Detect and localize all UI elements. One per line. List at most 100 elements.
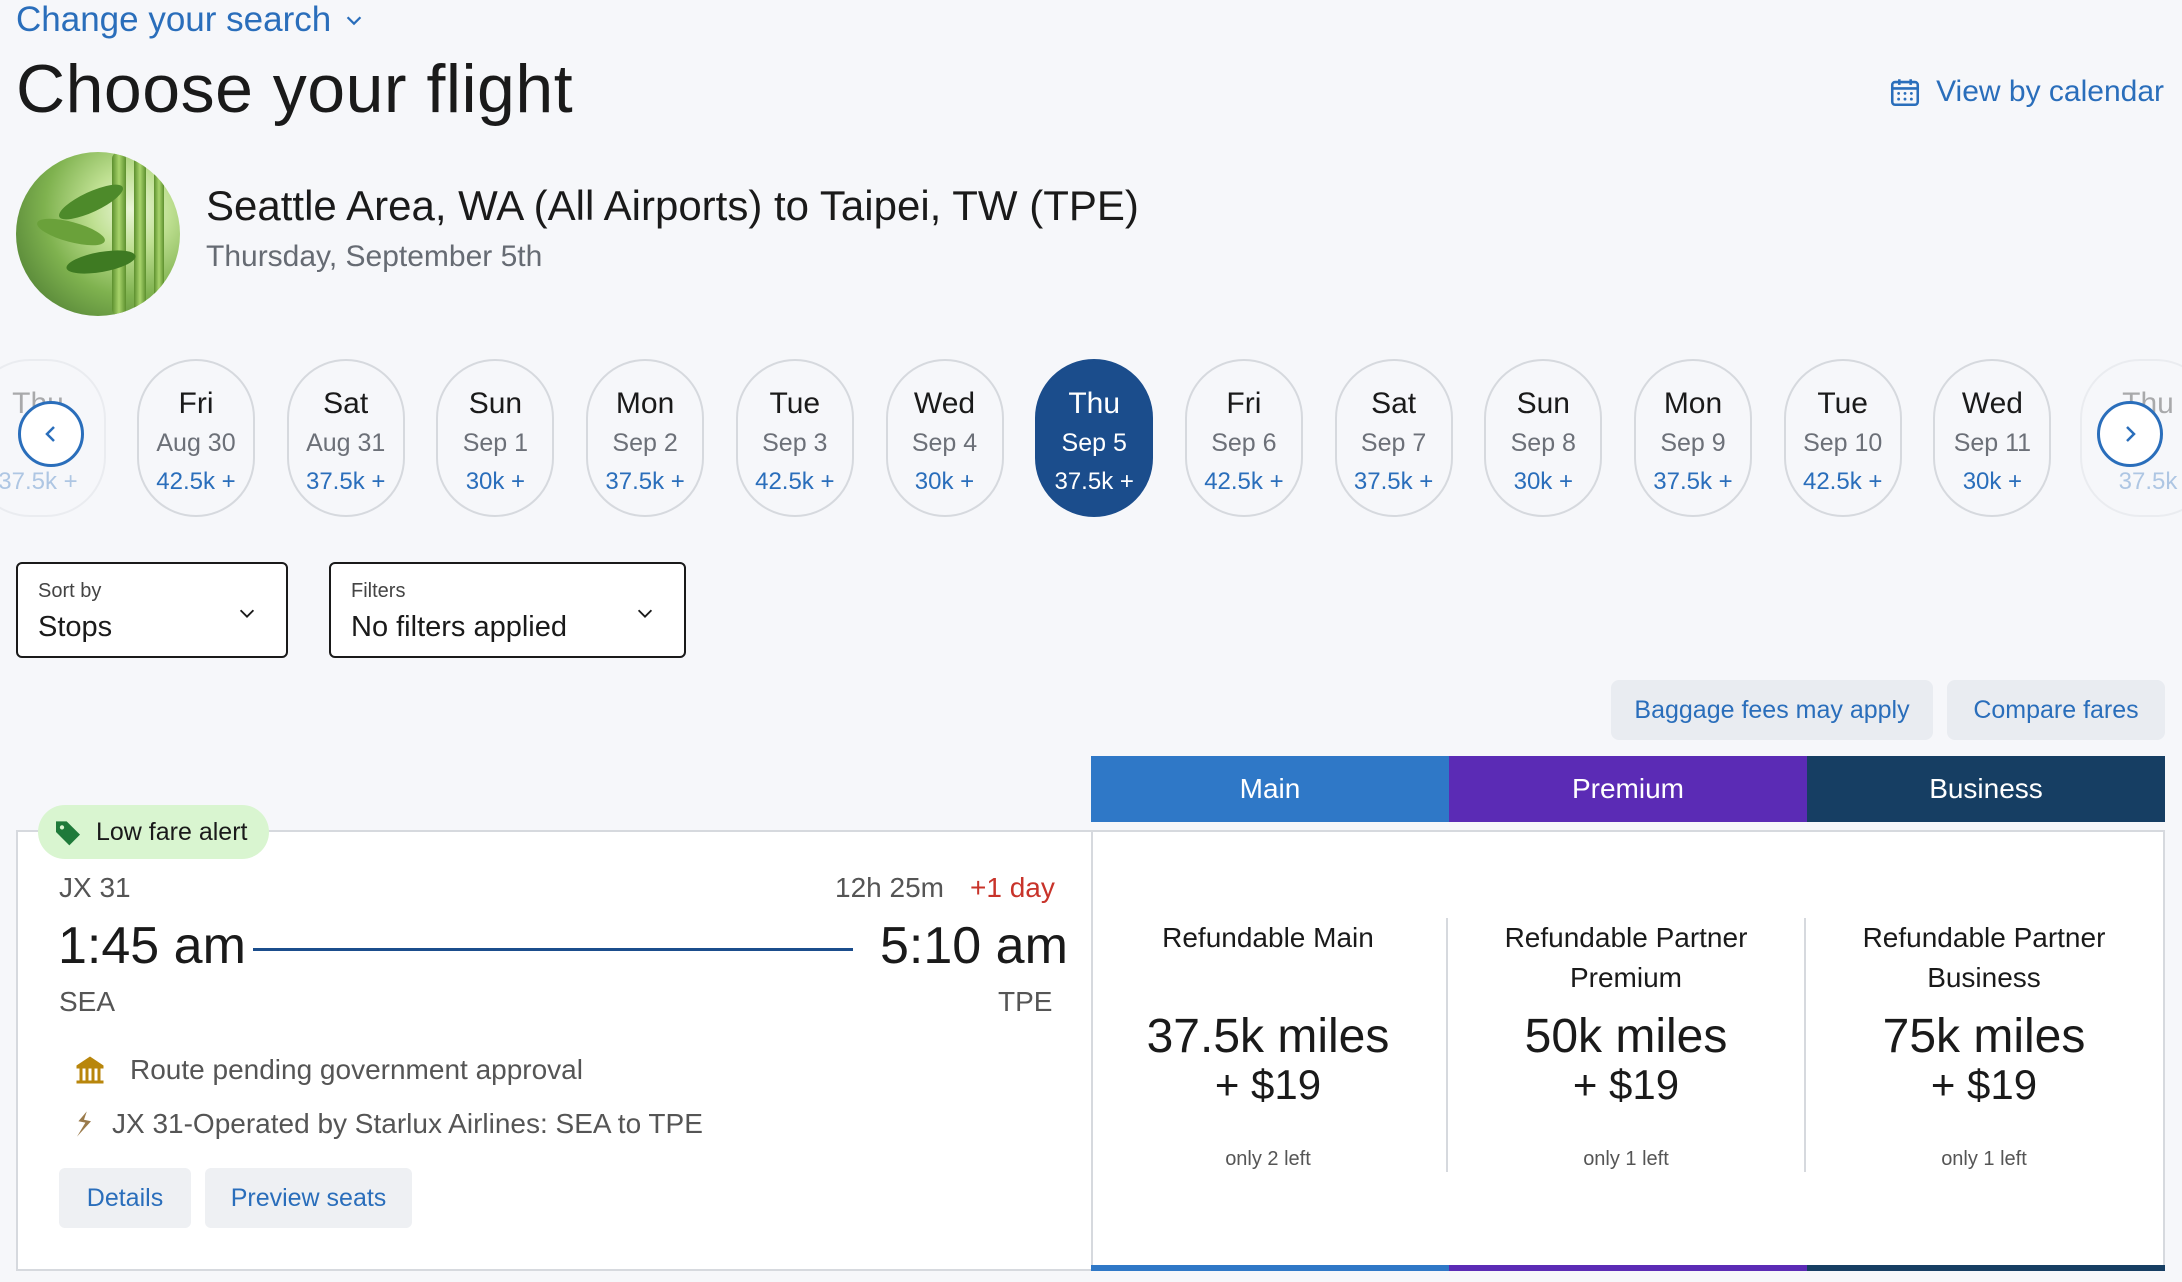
date-dow: Tue [1817,387,1868,420]
fare-option-business[interactable]: Refundable Partner Business 75k miles + … [1805,918,2163,1171]
date-selector: Thu 37.5k + Fri Aug 30 42.5k + Sat Aug 31 37.… [0,355,2182,520]
date-pill[interactable]: Sun Sep 1 30k + [436,359,555,517]
page-title: Choose your flight [16,51,574,127]
date-pill[interactable]: Sat Sep 7 37.5k + [1334,359,1453,517]
fare-name: Refundable Partner Premium [1504,922,1748,993]
date-price: 37.5k + [1353,468,1434,495]
route-title: Seattle Area, WA (All Airports) to Taipe… [206,182,1139,229]
date-dow: Wed [913,387,976,420]
chevron-down-icon [346,16,362,26]
date-md: Aug 31 [306,429,386,457]
starlux-logo-icon [77,1111,91,1137]
destination-image [16,152,180,316]
date-pill[interactable]: Thu Sep 5 37.5k + [1035,359,1154,517]
seats-left: only 1 left [1941,1148,2027,1170]
date-pill[interactable]: Sun Sep 8 30k + [1484,359,1603,517]
fare-option-main[interactable]: Refundable Main 37.5k miles + $19 only 2… [1089,918,1447,1171]
date-price: 30k + [465,468,526,495]
chevron-down-icon [637,609,653,618]
date-md: Sep 8 [1510,429,1576,457]
date-pill[interactable]: Fri Aug 30 42.5k + [137,359,255,517]
fare-name: Refundable Main [1162,922,1374,953]
date-dow: Sat [1371,387,1417,420]
date-pill[interactable]: Wed Sep 11 30k + [1933,359,2052,517]
date-price: 37.5k + [0,468,78,495]
fare-divider [1446,918,1448,1172]
date-price: 42.5k + [755,468,835,495]
date-price: 42.5k + [1802,468,1883,495]
tab-label: Premium [1571,773,1684,804]
route-date: Thursday, September 5th [206,240,543,273]
departure-time: 1:45 am [58,917,246,975]
fare-cash: + $19 [1214,1061,1322,1108]
date-price: 30k + [1962,468,2023,495]
date-dow: Mon [615,387,675,420]
previous-dates-button[interactable] [18,401,84,467]
date-pill[interactable]: Mon Sep 2 37.5k + [586,359,705,517]
fare-option-premium[interactable]: Refundable Partner Premium 50k miles + $… [1447,918,1805,1171]
details-button[interactable]: Details [59,1168,191,1228]
date-md: Sep 3 [762,429,828,457]
plus-day-indicator: +1 day [970,872,1055,903]
date-pill[interactable]: Tue Sep 3 42.5k + [735,359,854,517]
fare-miles: 50k miles [1524,1010,1728,1063]
date-md: Sep 10 [1803,429,1883,457]
date-md: Sep 2 [612,429,678,457]
fare-name: Refundable Partner Business [1862,922,2106,993]
tab-business[interactable]: Business [1807,756,2165,822]
fare-cash: + $19 [1572,1061,1680,1108]
notice-text: Route pending government approval [130,1054,583,1085]
change-search-link[interactable]: Change your search [16,0,365,40]
sort-by-select[interactable]: Sort by Stops [16,562,288,658]
date-dow: Thu [1068,387,1121,420]
date-pill[interactable]: Tue Sep 10 42.5k + [1783,359,1902,517]
fare-cash: + $19 [1930,1061,2038,1108]
fare-miles: 37.5k miles [1146,1010,1390,1063]
date-md: Sep 7 [1360,429,1427,457]
next-dates-button[interactable] [2097,401,2163,467]
view-by-calendar-link[interactable]: View by calendar [1888,75,2164,109]
date-price: 37.5k + [605,468,685,495]
date-price: 42.5k + [1204,468,1284,495]
preview-seats-button[interactable]: Preview seats [205,1168,412,1228]
tab-label: Main [1239,773,1301,804]
filters-select[interactable]: Filters No filters applied [329,562,686,658]
tab-main[interactable]: Main [1091,756,1449,822]
fare-miles: 75k miles [1882,1010,2086,1063]
chevron-down-icon [239,609,255,618]
fare-class-tabs: Main Premium Business [1091,756,2165,822]
date-price: 30k + [914,468,975,495]
low-fare-alert-label: Low fare alert [96,817,248,846]
date-pill[interactable]: Mon Sep 9 37.5k + [1634,359,1752,517]
operated-by: JX 31-Operated by Starlux Airlines: SEA … [72,1108,703,1140]
date-dow: Fri [1226,387,1262,420]
tab-premium[interactable]: Premium [1449,756,1807,822]
departure-airport-code: SEA [59,986,116,1017]
view-by-calendar-label: View by calendar [1936,75,2164,108]
government-building-icon [76,1056,104,1084]
change-search-label: Change your search [16,0,332,39]
compare-fares-button[interactable]: Compare fares [1947,680,2165,740]
date-pill[interactable]: Fri Sep 6 42.5k + [1184,359,1303,517]
date-md: Sep 11 [1953,429,2032,457]
seats-left: only 1 left [1583,1148,1669,1170]
seats-left: only 2 left [1225,1148,1311,1170]
sort-by-label: Sort by [38,580,102,602]
fare-color-bar [1091,1265,2165,1271]
date-dow: Sun [468,387,523,420]
date-price: 42.5k + [156,468,236,495]
date-md: Sep 9 [1660,429,1726,457]
operated-by-text: JX 31-Operated by Starlux Airlines: SEA … [112,1108,703,1139]
arrival-airport-code: TPE [998,986,1053,1017]
date-dow: Mon [1663,387,1723,420]
price-tag-icon [56,821,80,846]
date-md: Aug 30 [156,429,236,457]
date-pill[interactable]: Wed Sep 4 30k + [885,359,1004,517]
chevron-right-icon [2126,426,2136,442]
date-price: 30k + [1513,468,1573,495]
baggage-fees-button[interactable]: Baggage fees may apply [1611,680,1933,740]
filters-value: No filters applied [351,611,567,643]
date-pill[interactable]: Sat Aug 31 37.5k + [286,359,405,517]
sort-by-value: Stops [38,611,113,643]
date-price: 37.5k + [305,468,386,495]
